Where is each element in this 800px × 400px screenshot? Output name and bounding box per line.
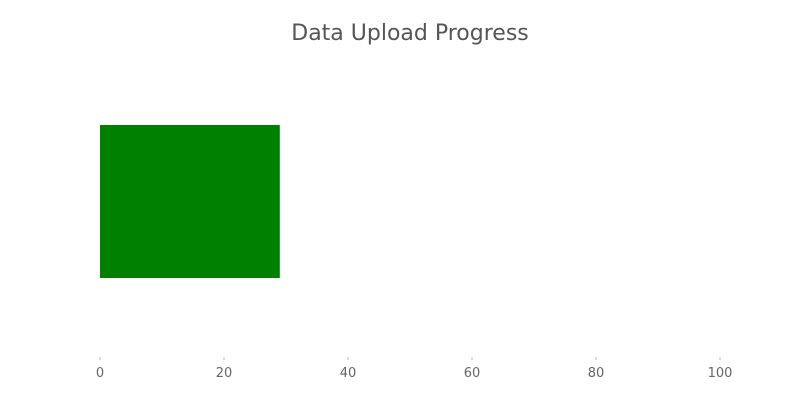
x-tick-label: 100 <box>708 366 733 381</box>
progress-bar <box>100 125 280 278</box>
x-tick-label: 20 <box>216 366 233 381</box>
x-tick-label: 0 <box>96 366 104 381</box>
x-axis-ticks: 0 20 40 60 80 100 <box>96 357 733 381</box>
x-tick-label: 40 <box>340 366 357 381</box>
bars-layer <box>100 125 280 278</box>
chart-title: Data Upload Progress <box>291 21 529 46</box>
x-tick-label: 60 <box>464 366 481 381</box>
x-tick-label: 80 <box>588 366 605 381</box>
